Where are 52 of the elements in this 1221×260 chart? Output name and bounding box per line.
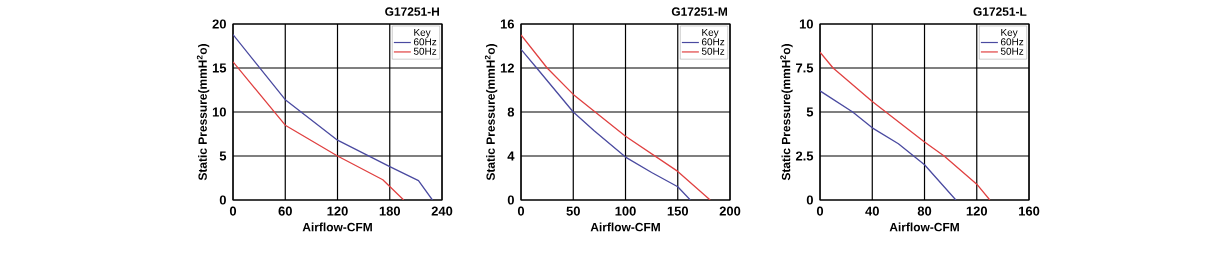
legend-label: 60Hz (1000, 38, 1024, 46)
y-axis-title: Static Pressure(mmH$^{2}$o) (484, 44, 498, 181)
chart-title: G17251-M (671, 7, 727, 16)
x-tick-label: 0 (517, 206, 525, 216)
x-axis-title: Airflow-CFM (302, 222, 372, 232)
x-tick-label: 150 (667, 206, 689, 216)
y-tick-label: 12 (500, 63, 514, 73)
y-tick-label: 8 (507, 107, 515, 117)
x-tick-label: 240 (431, 206, 453, 216)
y-tick-label: 16 (500, 19, 515, 29)
y-tick-label: 4 (507, 151, 515, 161)
y-tick-label: 7.5 (796, 63, 814, 73)
x-tick-label: 120 (966, 206, 988, 216)
x-tick-label: 100 (615, 206, 636, 216)
y-tick-label: 5 (219, 151, 227, 161)
x-tick-label: 60 (278, 206, 292, 216)
x-axis-title: Airflow-CFM (590, 222, 660, 232)
y-tick-label: 0 (507, 195, 514, 205)
line-series (820, 90, 957, 200)
y-tick-label: 15 (212, 63, 227, 73)
y-tick-label: 20 (212, 19, 226, 29)
legend-label: 50Hz (701, 47, 725, 55)
legend-label: 50Hz (1000, 47, 1024, 55)
legend-title: Key (414, 28, 431, 38)
x-tick-label: 180 (379, 206, 401, 216)
legend-label: 60Hz (701, 38, 725, 46)
x-axis-title: Airflow-CFM (889, 222, 959, 232)
y-tick-label: 10 (212, 107, 226, 117)
line-series (521, 48, 691, 200)
legend-title: Key (702, 28, 719, 38)
y-tick-label: 5 (806, 107, 814, 117)
x-tick-label: 160 (1019, 206, 1040, 216)
y-axis-title: Static Pressure(mmH$^{2}$o) (196, 44, 210, 181)
legend-title: Key (1001, 28, 1018, 38)
y-tick-label: 2.5 (795, 151, 814, 161)
x-tick-label: 0 (229, 206, 237, 216)
y-tick-label: 0 (219, 195, 226, 205)
x-tick-label: 50 (566, 206, 580, 216)
x-tick-label: 120 (327, 206, 348, 216)
y-tick-label: 0 (806, 195, 813, 205)
chart-title: G17251-L (973, 7, 1027, 16)
x-tick-label: 80 (917, 206, 932, 216)
legend-label: 60Hz (413, 38, 437, 46)
x-tick-label: 200 (719, 206, 741, 216)
y-tick-label: 10 (799, 19, 813, 29)
x-tick-label: 0 (816, 206, 824, 216)
chart-title: G17251-H (385, 7, 439, 16)
line-series (820, 51, 991, 200)
x-tick-label: 40 (865, 206, 879, 216)
y-axis-title: Static Pressure(mmH$^{2}$o) (780, 44, 793, 181)
line-series (233, 61, 405, 200)
legend-label: 50Hz (413, 47, 437, 55)
